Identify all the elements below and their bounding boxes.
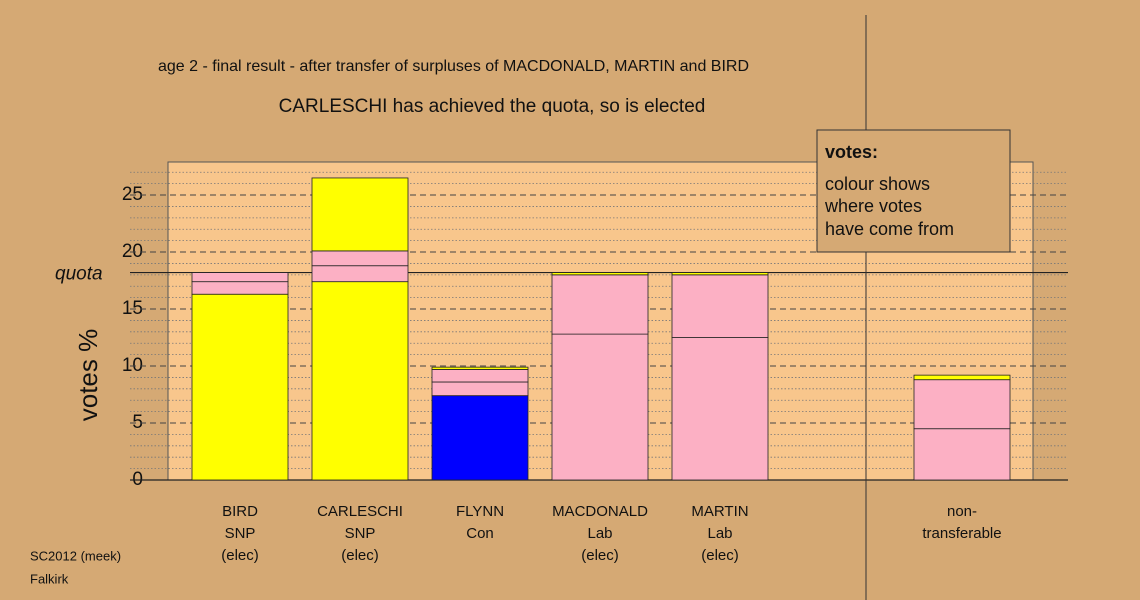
bar-segment: [191, 293, 289, 481]
bar-segment: [913, 428, 1011, 481]
bar-segment: [671, 272, 769, 276]
quota-label: quota: [55, 264, 103, 285]
legend-box: [816, 129, 1011, 253]
bar-segment: [431, 381, 529, 397]
x-tick-label: (elec): [581, 547, 619, 564]
x-tick-label: Lab: [587, 525, 612, 542]
x-tick-label: BIRD: [222, 503, 258, 520]
bar-segment: [311, 177, 409, 252]
x-tick-label: MACDONALD: [552, 503, 648, 520]
x-tick-label: (elec): [341, 547, 379, 564]
bar-segment: [311, 250, 409, 267]
x-tick-label: transferable: [922, 525, 1001, 542]
bar-segment: [671, 337, 769, 481]
bar-segment: [913, 379, 1011, 430]
footer: Falkirk: [30, 571, 69, 586]
legend-text: colour shows: [825, 174, 930, 194]
bar-segment: [311, 281, 409, 481]
x-tick-label: non-: [947, 503, 977, 520]
x-tick-label: CARLESCHI: [317, 503, 403, 520]
legend: votes: colour shows where votes have com…: [816, 129, 1011, 253]
x-tick-label: Lab: [707, 525, 732, 542]
x-tick-label: (elec): [701, 547, 739, 564]
bar-segment: [311, 265, 409, 283]
legend-text: have come from: [825, 219, 954, 239]
footer: SC2012 (meek): [30, 548, 121, 563]
y-tick-label: 5: [132, 412, 143, 433]
bar-segment: [431, 369, 529, 383]
bar-segment: [191, 281, 289, 295]
bar-segment: [913, 374, 1011, 381]
x-tick-label: FLYNN: [456, 503, 504, 520]
bar-segment: [551, 272, 649, 276]
chart-subtitle: CARLESCHI has achieved the quota, so is …: [279, 96, 706, 117]
x-tick-label: Con: [466, 525, 494, 542]
bar-segment: [671, 274, 769, 338]
x-tick-label: MARTIN: [691, 503, 748, 520]
x-tick-label: SNP: [225, 525, 256, 542]
chart-title: age 2 - final result - after transfer of…: [158, 58, 749, 75]
legend-title: votes:: [825, 142, 878, 162]
y-axis-label: votes %: [73, 329, 103, 422]
x-tick-label: (elec): [221, 547, 259, 564]
bar-segment: [551, 333, 649, 481]
bar-segment: [551, 274, 649, 335]
bar-segment: [431, 395, 529, 481]
x-tick-label: SNP: [345, 525, 376, 542]
bar-segment: [431, 366, 529, 370]
bars: BIRD SNP (elec) CARLESCHI SNP (elec) FLYNN Con M…: [191, 177, 1011, 564]
bar-segment: [191, 272, 289, 283]
legend-text: where votes: [824, 196, 922, 216]
